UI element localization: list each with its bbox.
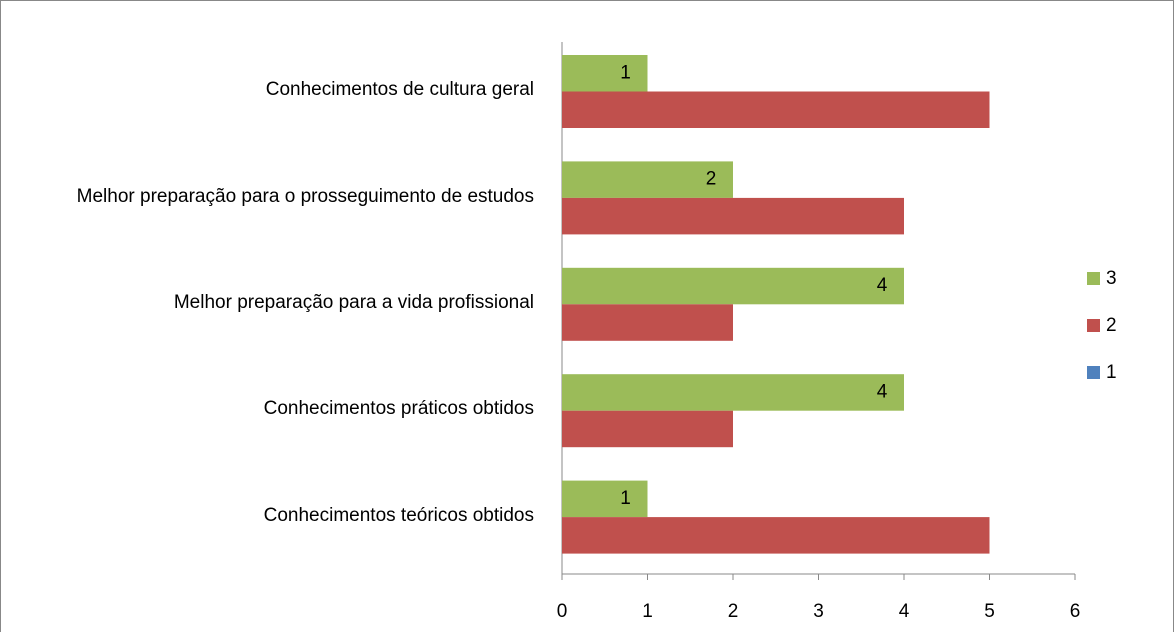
x-tick-label: 2 bbox=[728, 601, 739, 622]
y-tick-label: Melhor preparação para a vida profission… bbox=[14, 288, 534, 318]
data-label: 2 bbox=[706, 169, 717, 190]
legend-swatch bbox=[1087, 319, 1100, 332]
y-tick-label: Conhecimentos de cultura geral bbox=[14, 75, 534, 105]
legend-swatch bbox=[1087, 272, 1100, 285]
bar bbox=[562, 267, 904, 305]
bar bbox=[562, 304, 733, 341]
y-tick-label: Conhecimentos práticos obtidos bbox=[14, 394, 534, 424]
bar bbox=[562, 91, 990, 128]
y-tick-label: Melhor preparação para o prosseguimento … bbox=[14, 182, 534, 212]
bar bbox=[562, 197, 904, 235]
x-tick-label: 5 bbox=[984, 601, 995, 622]
bar bbox=[562, 55, 648, 92]
legend-label: 2 bbox=[1106, 315, 1117, 336]
bar bbox=[562, 374, 904, 411]
bar bbox=[562, 480, 648, 518]
category-text: Conhecimentos práticos obtidos bbox=[263, 398, 534, 420]
data-label: 1 bbox=[620, 488, 631, 509]
legend-label: 1 bbox=[1106, 362, 1117, 383]
x-tick-label: 4 bbox=[899, 601, 910, 622]
bar bbox=[562, 410, 733, 448]
category-text: Melhor preparação para o prosseguimento … bbox=[76, 185, 534, 207]
y-tick-label: Conhecimentos teóricos obtidos bbox=[14, 501, 534, 531]
legend-swatch bbox=[1087, 366, 1100, 379]
data-label: 4 bbox=[877, 275, 888, 296]
data-label: 1 bbox=[620, 62, 631, 83]
category-text: Conhecimentos de cultura geral bbox=[265, 79, 534, 101]
x-tick-label: 3 bbox=[813, 601, 824, 622]
category-text: Conhecimentos teóricos obtidos bbox=[263, 504, 534, 526]
x-tick-label: 1 bbox=[642, 601, 653, 622]
bar bbox=[562, 517, 990, 554]
category-text: Melhor preparação para a vida profission… bbox=[173, 292, 534, 313]
bar bbox=[562, 161, 733, 198]
legend-label: 3 bbox=[1106, 268, 1117, 289]
x-tick-label: 6 bbox=[1070, 601, 1081, 622]
data-label: 4 bbox=[877, 381, 888, 402]
x-tick-label: 0 bbox=[557, 601, 568, 622]
